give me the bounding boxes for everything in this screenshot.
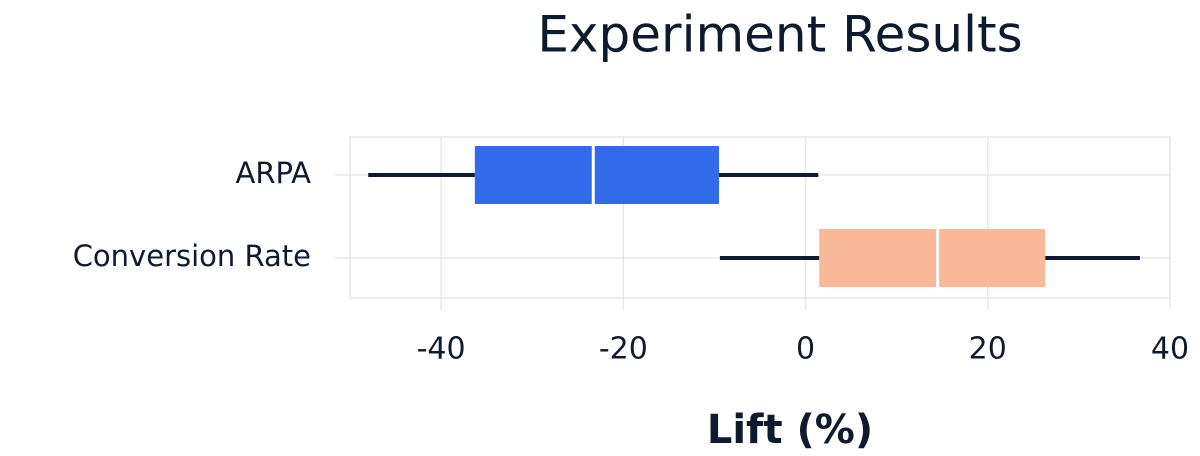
y-tick-label: ARPA	[236, 156, 312, 190]
x-axis-label: Lift (%)	[707, 407, 873, 453]
box	[819, 229, 1046, 287]
plot-frame	[349, 136, 1171, 299]
x-tick-label: -40	[417, 332, 466, 367]
x-tick-label: 40	[1151, 332, 1189, 367]
y-tick-label: Conversion Rate	[73, 239, 311, 273]
x-tick-label: 0	[796, 332, 815, 367]
x-tick-label: 20	[969, 332, 1007, 367]
chart-title: Experiment Results	[537, 6, 1022, 64]
x-tick-label: -20	[599, 332, 648, 367]
box	[474, 146, 719, 204]
